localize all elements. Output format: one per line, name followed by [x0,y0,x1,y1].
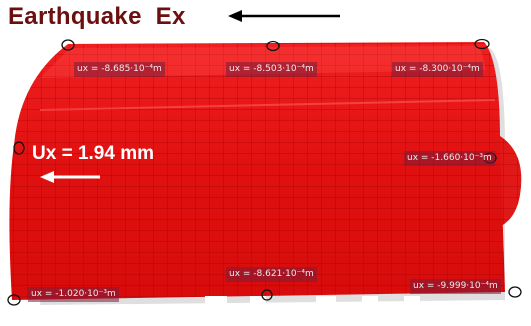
earthquake-arrow [228,10,340,22]
page: {"header": {"title": "Earthquake Ex"}, "… [0,0,531,326]
node-label: ux = -8.621·10⁻⁴m [226,267,317,282]
title: Earthquake Ex [8,3,186,31]
node-label: ux = -9.999·10⁻⁴m [410,279,501,294]
node-label: ux = -8.685·10⁻⁴m [74,62,165,77]
node-label: ux = -8.300·10⁻⁴m [392,62,483,77]
building-mesh [9,42,505,300]
node-label: ux = -8.503·10⁻⁴m [226,62,317,77]
displacement-label: Ux = 1.94 mm [32,143,154,165]
node-label: ux = -1.020·10⁻³m [28,287,119,302]
node-label: ux = -1.660·10⁻³m [404,151,495,166]
